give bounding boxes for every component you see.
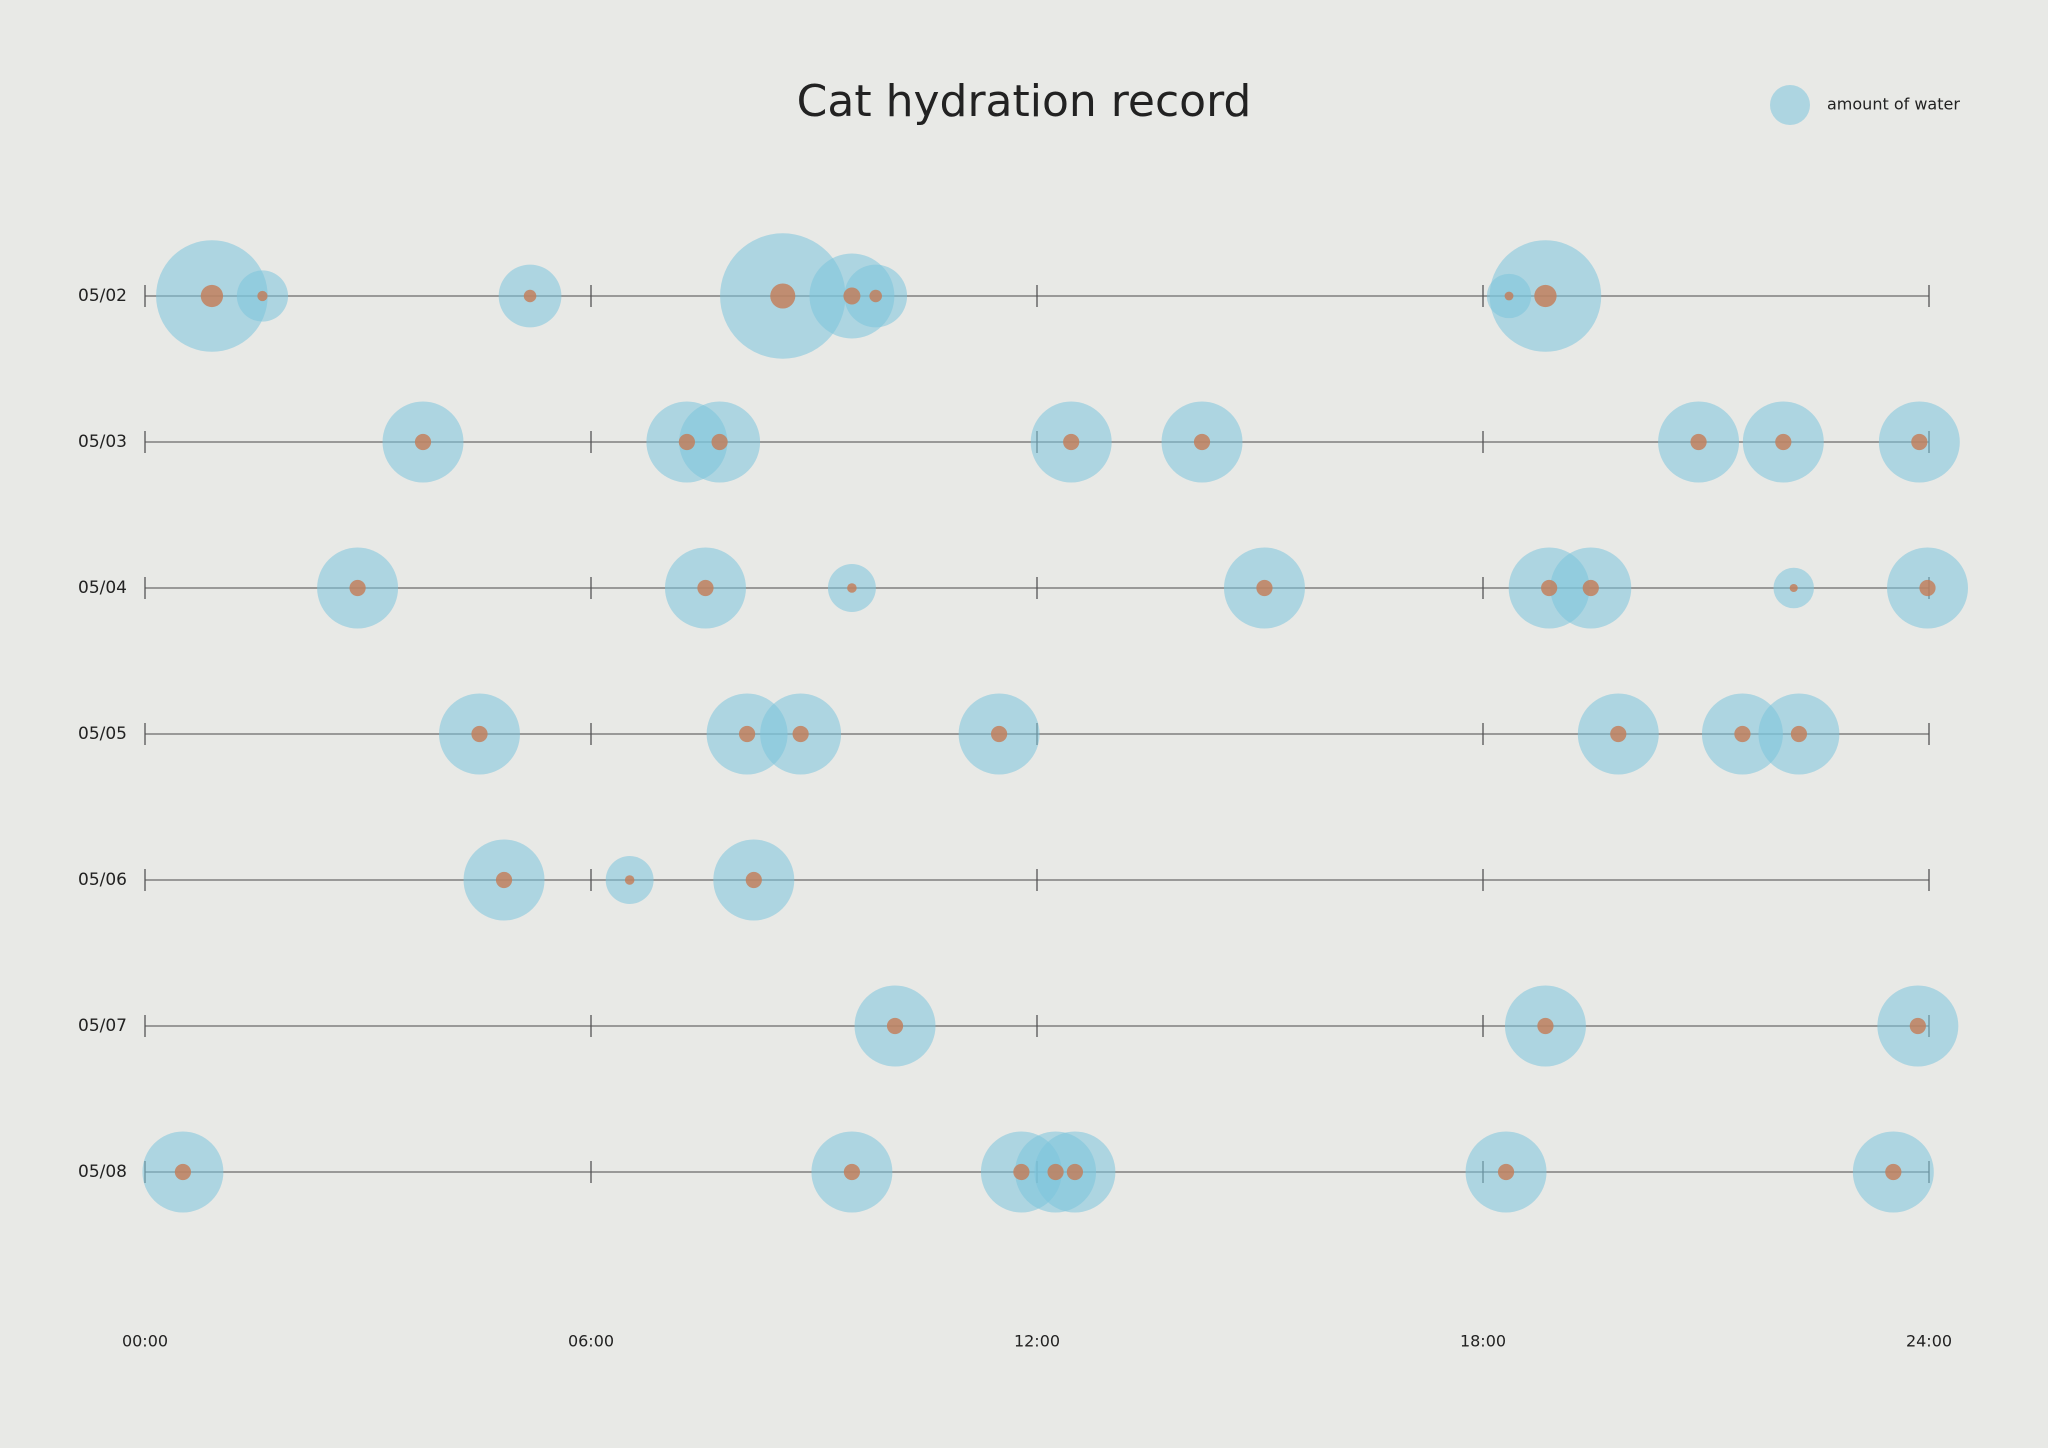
x-tick-label: 12:00 bbox=[1014, 1332, 1060, 1351]
drink-dot bbox=[847, 583, 857, 593]
legend-swatch bbox=[1770, 85, 1810, 125]
drink-dot bbox=[257, 290, 268, 302]
x-tick-label: 06:00 bbox=[568, 1332, 614, 1351]
drink-dot bbox=[1256, 579, 1273, 597]
drink-dot bbox=[843, 1163, 861, 1181]
row-label: 05/07 bbox=[78, 1016, 127, 1036]
drink-dot bbox=[711, 433, 728, 451]
x-tick-label: 00:00 bbox=[122, 1332, 168, 1351]
drink-dot bbox=[349, 579, 366, 597]
drink-dot bbox=[770, 283, 796, 309]
row-label: 05/02 bbox=[78, 286, 127, 306]
row-label: 05/05 bbox=[78, 724, 127, 744]
drink-dot bbox=[1497, 1163, 1515, 1181]
drink-dot bbox=[523, 289, 537, 303]
drink-dot bbox=[1541, 579, 1558, 597]
drink-dot bbox=[1582, 579, 1599, 597]
drink-dot bbox=[1013, 1163, 1030, 1181]
chart-title: Cat hydration record bbox=[797, 76, 1252, 127]
drink-dot bbox=[697, 579, 714, 597]
drink-dot bbox=[843, 287, 861, 305]
row-label: 05/03 bbox=[78, 432, 127, 452]
drink-dot bbox=[1066, 1163, 1084, 1181]
drink-dot bbox=[886, 1017, 904, 1035]
drink-dot bbox=[1885, 1163, 1902, 1181]
drink-dot bbox=[1734, 725, 1751, 743]
drink-dot bbox=[200, 284, 224, 308]
drink-dot bbox=[1911, 433, 1928, 451]
drink-dot bbox=[1504, 291, 1514, 301]
drink-dot bbox=[1909, 1017, 1926, 1035]
drink-dot bbox=[174, 1163, 192, 1181]
x-tick-label: 24:00 bbox=[1906, 1332, 1952, 1351]
drink-dot bbox=[1919, 579, 1936, 597]
drink-dot bbox=[624, 875, 635, 885]
drink-dot bbox=[414, 433, 432, 451]
drink-dot bbox=[471, 725, 488, 743]
drink-dot bbox=[678, 433, 695, 451]
legend-label: amount of water bbox=[1827, 95, 1960, 114]
drink-dot bbox=[1537, 1017, 1554, 1035]
drink-dot bbox=[495, 871, 513, 889]
row-label: 05/06 bbox=[78, 870, 127, 890]
drink-dot bbox=[1789, 583, 1798, 593]
drink-dot bbox=[792, 725, 809, 743]
drink-dot bbox=[1047, 1163, 1064, 1181]
drink-dot bbox=[1193, 433, 1211, 451]
drink-dot bbox=[739, 725, 756, 743]
drink-dot bbox=[1790, 725, 1808, 743]
drink-dot bbox=[1063, 433, 1080, 451]
drink-dot bbox=[1690, 433, 1707, 451]
drink-dot bbox=[1534, 284, 1557, 308]
drink-dot bbox=[1775, 433, 1792, 451]
x-tick-label: 18:00 bbox=[1460, 1332, 1506, 1351]
row-label: 05/08 bbox=[78, 1162, 127, 1182]
drink-dot bbox=[990, 725, 1008, 743]
row-label: 05/04 bbox=[78, 578, 127, 598]
drink-dot bbox=[745, 871, 762, 889]
drink-dot bbox=[869, 289, 882, 303]
drink-dot bbox=[1610, 725, 1627, 743]
